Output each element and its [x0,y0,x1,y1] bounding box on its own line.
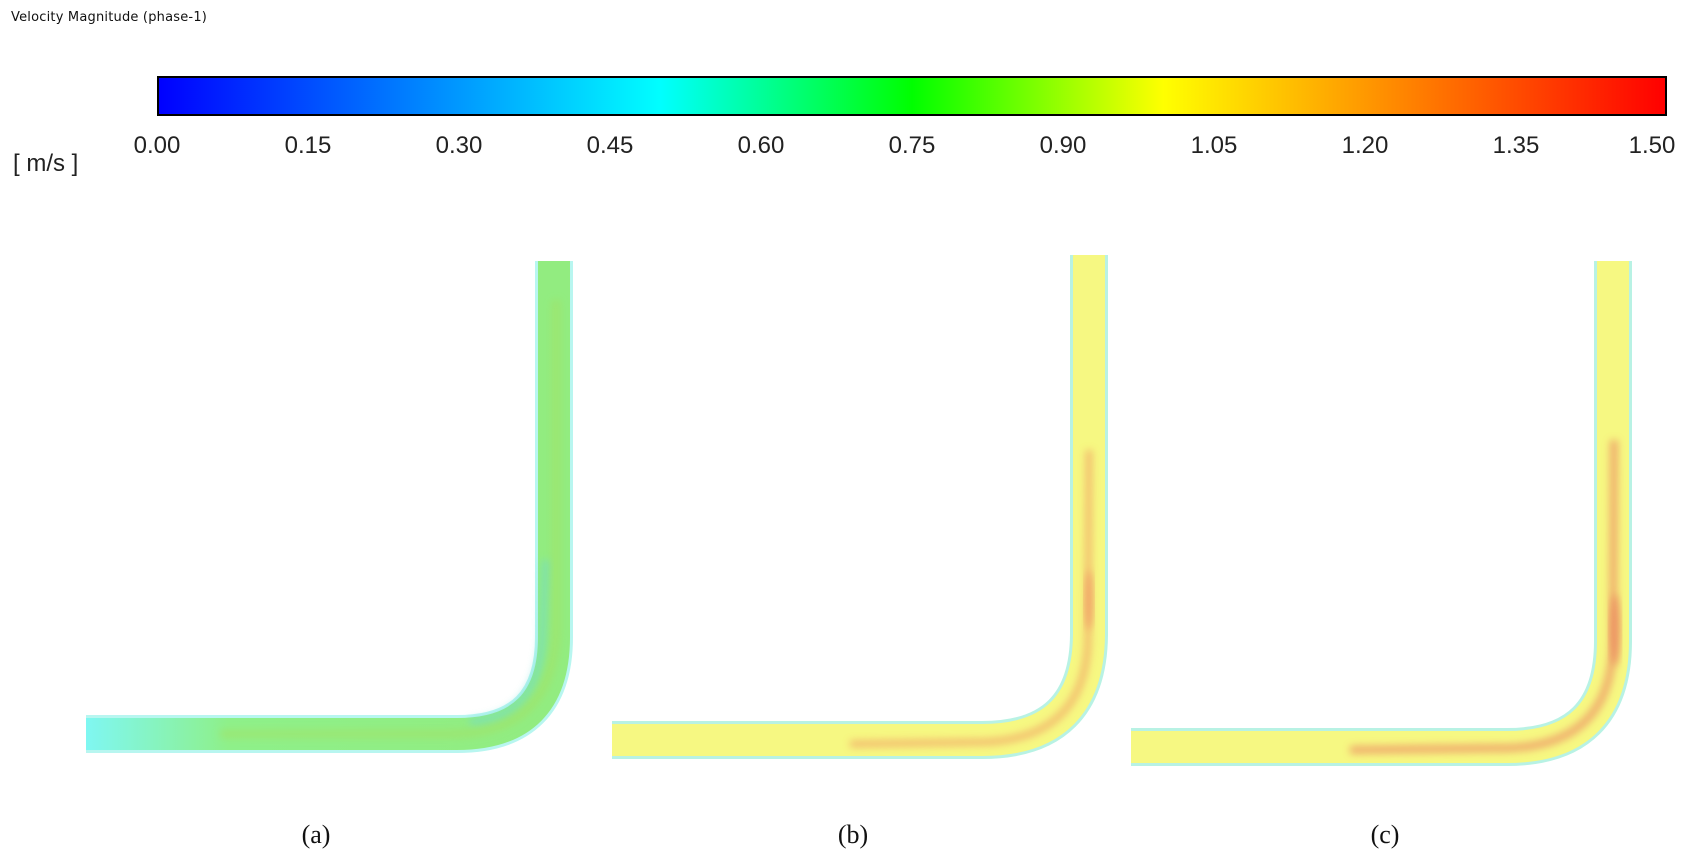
panel-caption-b: (b) [837,820,869,849]
scale-tick-label: 0.00 [133,132,181,159]
scale-tick-label: 0.60 [737,132,785,159]
color-scale-bar [157,76,1667,116]
scale-tick-label: 0.30 [435,132,483,159]
scale-tick-label: 0.75 [888,132,936,159]
scale-tick-label: 0.90 [1039,132,1087,159]
scale-tick-label: 1.20 [1341,132,1389,159]
scale-tick-label: 1.50 [1628,132,1676,159]
pipe-elbow-a [86,261,573,753]
pipe-elbow-c [1131,261,1632,766]
panel-caption-c: (c) [1370,820,1400,849]
scale-tick-label: 1.35 [1492,132,1540,159]
scale-tick-label: 0.45 [586,132,634,159]
scale-tick-label: 1.05 [1190,132,1238,159]
panel-caption-a: (a) [301,820,331,849]
scale-tick-label: 0.15 [284,132,332,159]
contour-title: Velocity Magnitude (phase-1) [11,10,208,25]
unit-label: [ m/s ] [13,150,79,177]
pipe-elbow-b [612,255,1108,759]
